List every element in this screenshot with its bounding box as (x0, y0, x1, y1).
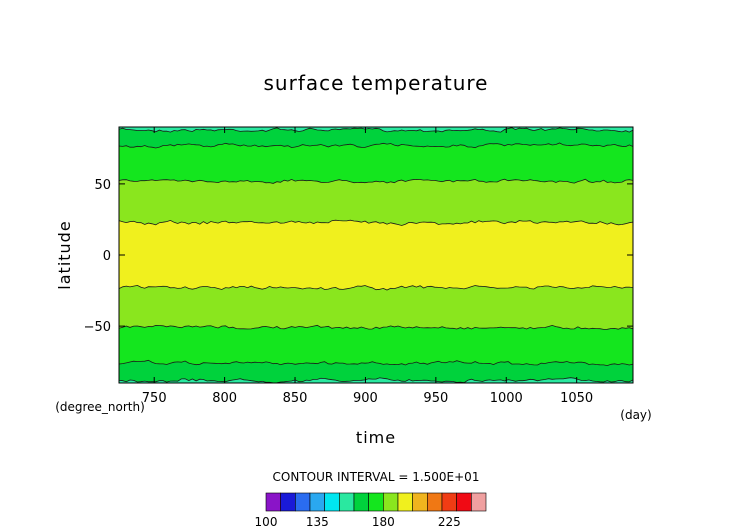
x-axis-label: time (356, 428, 396, 447)
colorbar-swatch (353, 492, 369, 512)
x-axis-units: (day) (620, 408, 651, 422)
x-tick-label: 850 (283, 391, 308, 406)
x-tick-label: 1050 (560, 391, 593, 406)
y-tick-label: 0 (103, 249, 111, 264)
colorbar-swatch (427, 492, 443, 512)
y-axis-units: (degree_north) (55, 400, 145, 414)
x-tick-label: 750 (142, 391, 167, 406)
contour-band-4 (118, 219, 634, 291)
colorbar: 100 135 180 225 (255, 492, 487, 529)
plot-area (118, 127, 634, 384)
colorbar-swatch (397, 492, 413, 512)
colorbar-tick-label: 135 (306, 515, 329, 529)
colorbar-swatch (339, 492, 355, 512)
colorbar-swatch (280, 492, 296, 512)
colorbar-swatch (324, 492, 340, 512)
contour-interval-label: CONTOUR INTERVAL = 1.500E+01 (273, 470, 480, 484)
colorbar-swatch (471, 492, 487, 512)
x-axis: 750 800 850 900 950 1000 1050 (142, 127, 593, 406)
y-tick-label: −50 (84, 320, 111, 335)
colorbar-swatch (309, 492, 325, 512)
x-tick-label: 900 (353, 391, 378, 406)
colorbar-tick-label: 100 (255, 515, 278, 529)
y-axis-label: latitude (55, 220, 74, 289)
colorbar-swatch (295, 492, 311, 512)
y-axis: 50 0 −50 (84, 178, 633, 335)
y-tick-label: 50 (94, 178, 111, 193)
colorbar-tick-label: 180 (372, 515, 395, 529)
colorbar-swatch (383, 492, 399, 512)
colorbar-swatch (265, 492, 281, 512)
colorbar-swatch (456, 492, 472, 512)
colorbar-swatch (368, 492, 384, 512)
x-tick-label: 1000 (490, 391, 523, 406)
x-tick-label: 800 (212, 391, 237, 406)
colorbar-swatch (441, 492, 457, 512)
colorbar-swatch (412, 492, 428, 512)
x-tick-label: 950 (423, 391, 448, 406)
chart-title: surface temperature (264, 71, 489, 95)
colorbar-tick-label: 225 (438, 515, 461, 529)
